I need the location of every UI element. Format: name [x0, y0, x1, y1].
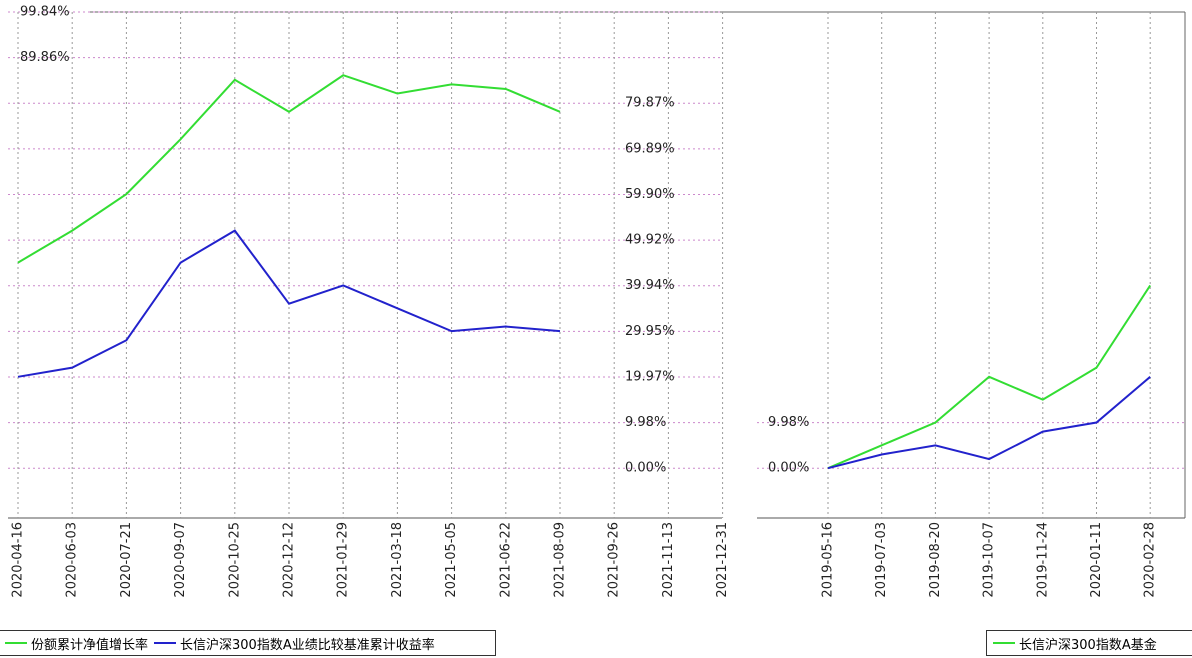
y-tick-label: 59.90%: [625, 187, 675, 202]
y-tick-label: 29.95%: [625, 324, 675, 339]
y-tick-label: 19.97%: [625, 369, 675, 384]
y-tick-label: 9.98%: [768, 415, 809, 430]
x-tick-label: 2020-09-07: [173, 522, 188, 598]
y-tick-label: 69.89%: [625, 141, 675, 156]
x-tick-label: 2020-01-11: [1089, 522, 1104, 598]
page: 0.00% 9.98% 19.97% 29.95% 39.94% 49.92% 59.90%…: [0, 0, 1192, 658]
legend-swatch: [154, 642, 176, 644]
x-tick-label: 2020-10-25: [227, 522, 242, 598]
x-tick-label: 2021-05-05: [444, 522, 459, 598]
x-tick-label: 2021-08-09: [553, 522, 568, 598]
x-tick-label: 2021-09-26: [607, 522, 622, 598]
legend: 份额累计净值增长率 长信沪深300指数A业绩比较基准累计收益率: [0, 630, 496, 656]
x-tick-label: 2020-07-21: [119, 522, 134, 598]
legend-swatch: [5, 642, 27, 644]
x-tick-label: 2019-08-20: [928, 522, 943, 598]
y-tick-label: 39.94%: [625, 278, 675, 293]
x-tick-label: 2019-11-24: [1035, 522, 1050, 598]
legend-label: 份额累计净值增长率: [31, 634, 148, 653]
y-tick-label: 79.87%: [625, 96, 675, 111]
x-tick-label: 2020-12-12: [282, 522, 297, 598]
x-tick-label: 2019-10-07: [982, 522, 997, 598]
legend-label: 长信沪深300指数A基金: [1019, 634, 1157, 653]
legend: 长信沪深300指数A基金: [986, 630, 1192, 656]
x-tick-label: 2020-02-28: [1143, 522, 1158, 598]
x-tick-label: 2020-06-03: [65, 522, 80, 598]
x-tick-label: 2021-06-22: [498, 522, 513, 598]
x-tick-label: 2019-07-03: [874, 522, 889, 598]
x-tick-label: 2020-04-16: [11, 522, 26, 598]
x-tick-label: 2021-03-18: [390, 522, 405, 598]
y-tick-label: 0.00%: [625, 461, 666, 476]
y-tick-label: 89.86%: [20, 50, 70, 65]
y-tick-label: 49.92%: [625, 233, 675, 248]
chart: 0.00% 9.98% 19.97% 29.95% 39.94% 49.92% 59.90%…: [0, 0, 1192, 630]
legend-label: 长信沪深300指数A业绩比较基准累计收益率: [180, 634, 435, 653]
y-tick-label: 0.00%: [768, 461, 809, 476]
x-tick-label: 2021-11-13: [661, 522, 676, 598]
legend-swatch: [993, 642, 1015, 644]
x-tick-label: 2021-01-29: [336, 522, 351, 598]
x-tick-label: 2019-05-16: [821, 522, 836, 598]
y-tick-label: 99.84%: [20, 5, 70, 20]
x-tick-label: 2021-12-31: [715, 522, 730, 598]
y-tick-label: 9.98%: [625, 415, 666, 430]
